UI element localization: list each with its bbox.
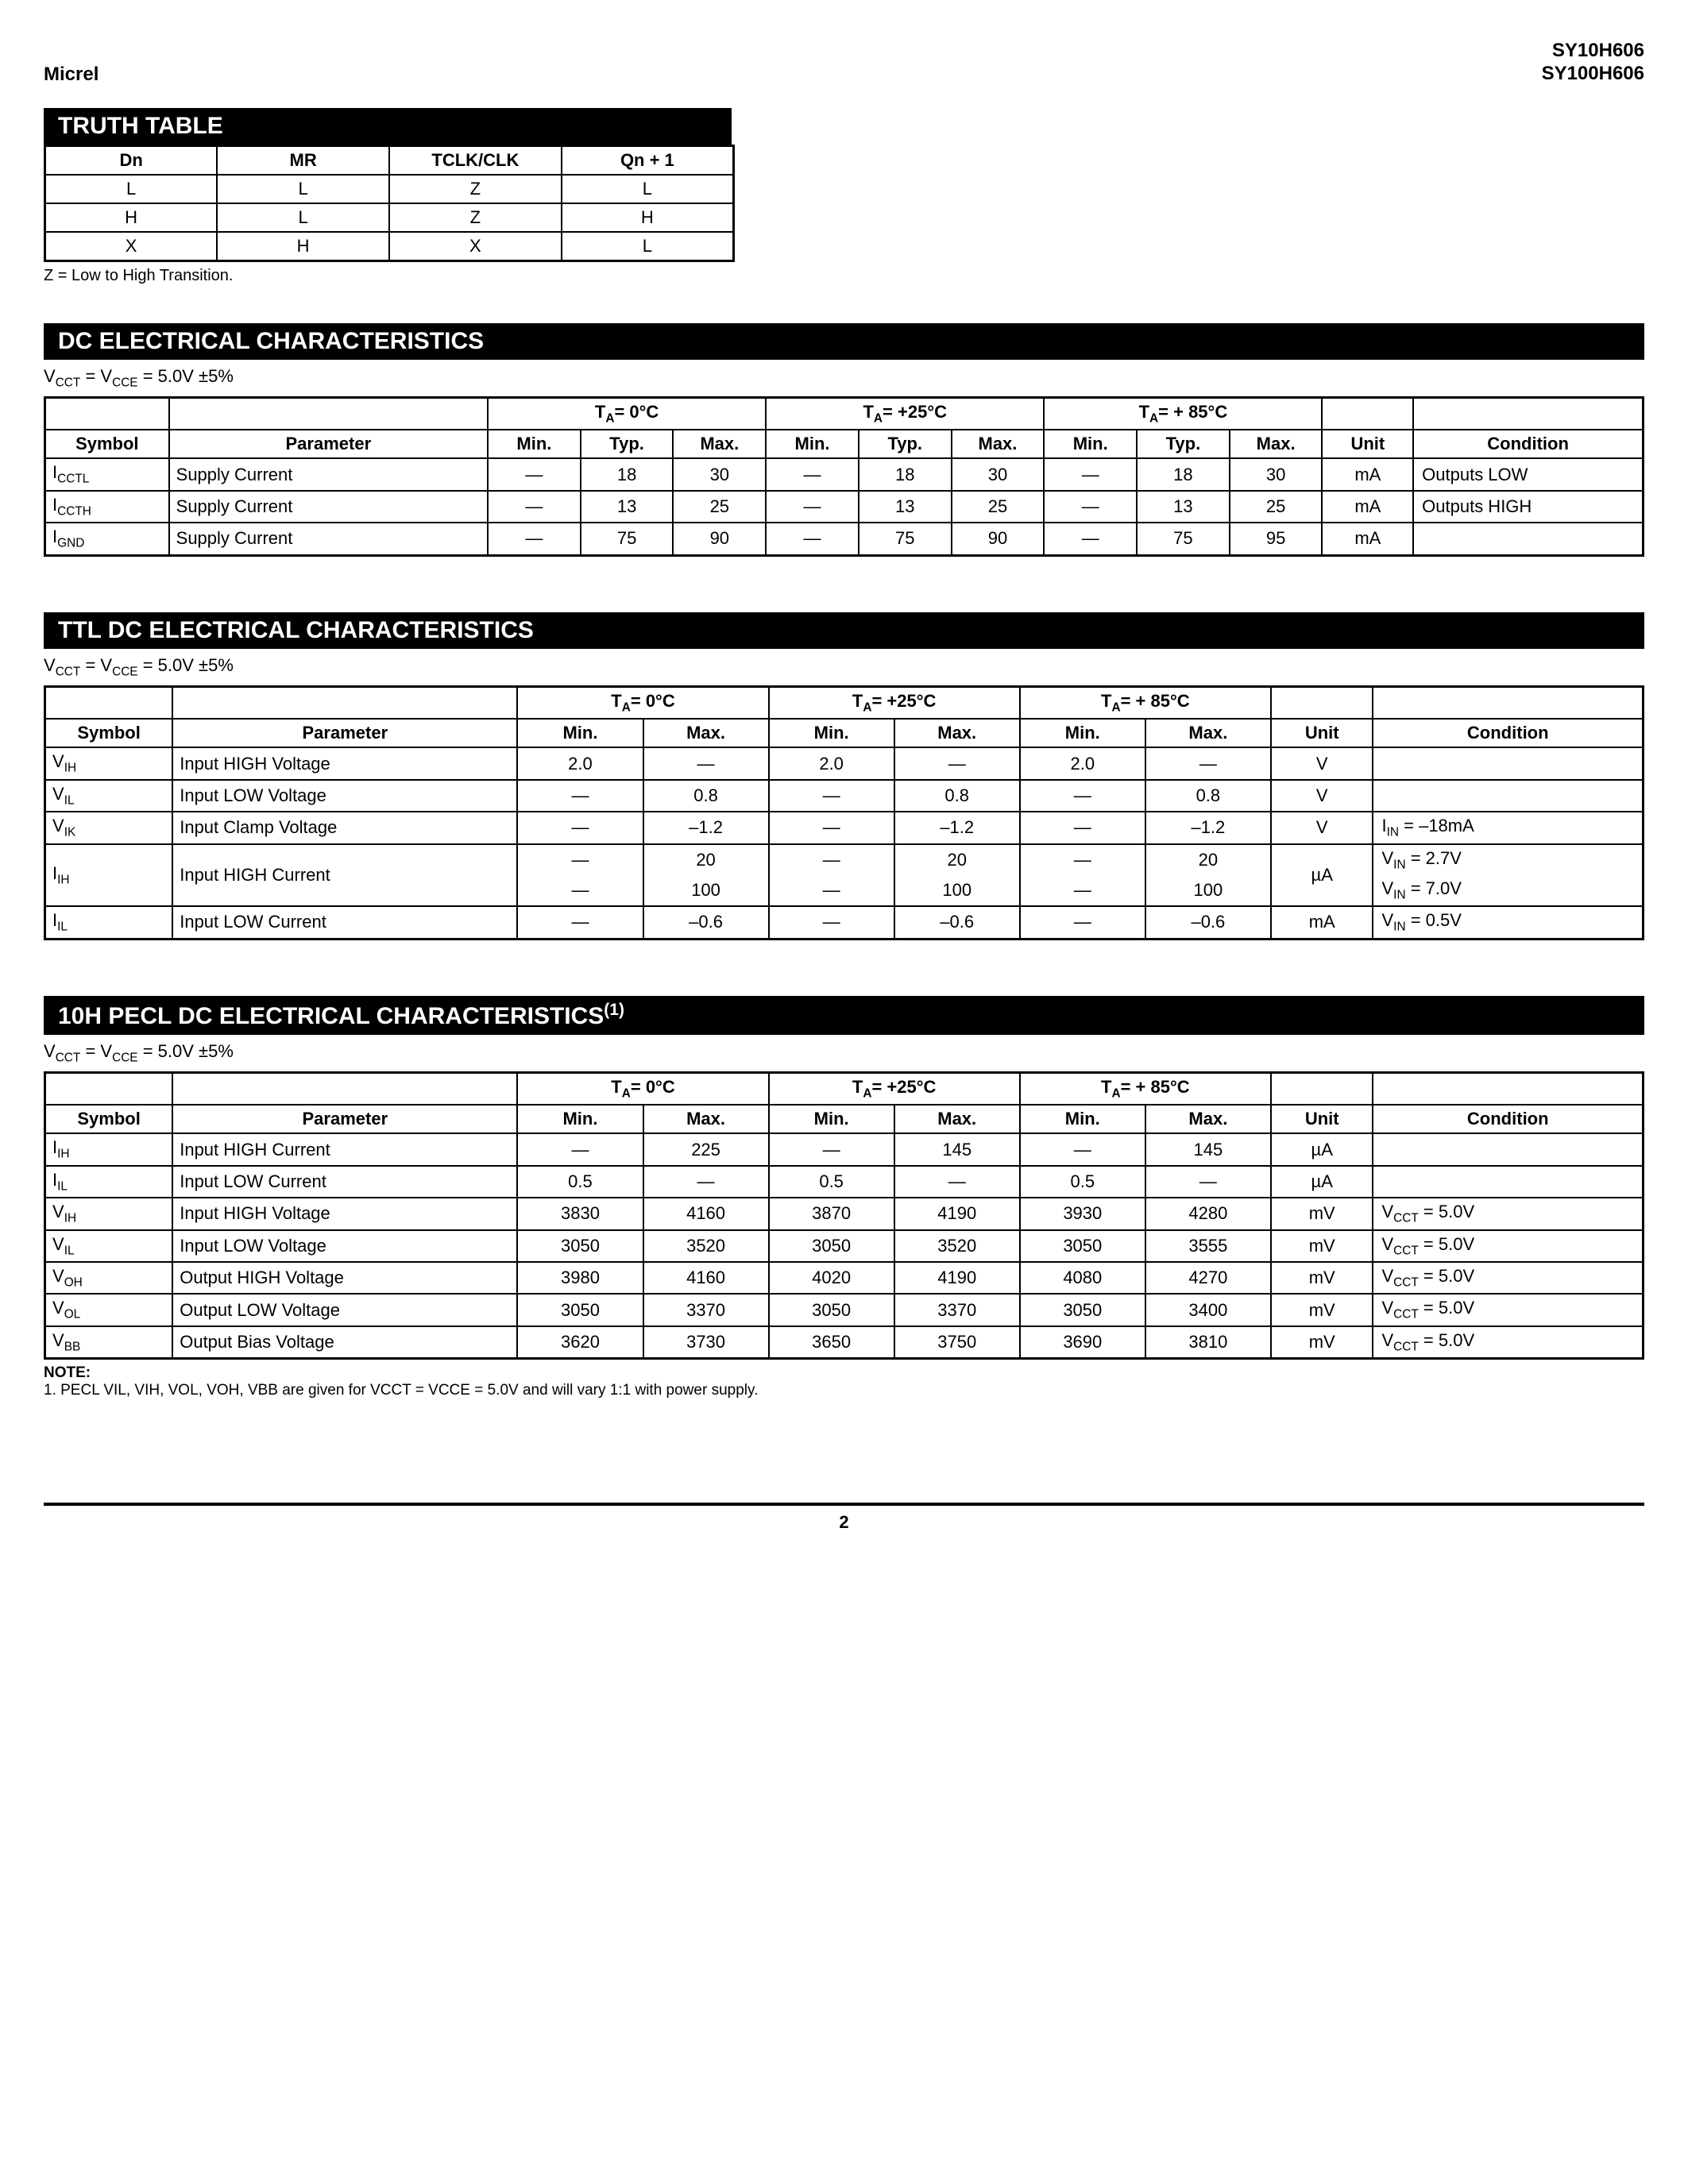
note-head: NOTE: [44, 1364, 91, 1381]
truth-cell: X [45, 232, 218, 261]
truth-cell: L [45, 175, 218, 203]
pecl-title-sup: (1) [604, 1001, 624, 1019]
page-footer: 2 [44, 1503, 1644, 1533]
table-row: XHXL [45, 232, 734, 261]
table-row: LLZL [45, 175, 734, 203]
table-row: VIHInput HIGH Voltage3830416038704190393… [45, 1198, 1644, 1229]
table-row: IILInput LOW Current0.5—0.5—0.5—µA [45, 1166, 1644, 1198]
truth-cell: Z [389, 175, 562, 203]
truth-table-col: MR [217, 145, 389, 175]
note-body: 1. PECL VIL, VIH, VOL, VOH, VBB are give… [44, 1382, 758, 1399]
pecl-note: NOTE: 1. PECL VIL, VIH, VOL, VOH, VBB ar… [44, 1364, 1644, 1399]
truth-cell: X [389, 232, 562, 261]
ttl-table: TA= 0°CTA= +25°CTA= + 85°CSymbolParamete… [44, 685, 1644, 940]
page-header: Micrel SY10H606 SY100H606 [44, 40, 1644, 86]
truth-table: DnMRTCLK/CLKQn + 1 LLZLHLZHXHXL [44, 145, 735, 262]
header-part2: SY100H606 [1542, 63, 1644, 86]
table-row: IILInput LOW Current—–0.6—–0.6—–0.6mAVIN… [45, 906, 1644, 939]
truth-cell: Z [389, 203, 562, 232]
table-row: IIHInput HIGH Current—20—20—20µAVIN = 2.… [45, 844, 1644, 875]
pecl-subline: VCCT = VCCE = 5.0V ±5% [44, 1041, 1644, 1065]
table-row: VOLOutput LOW Voltage3050337030503370305… [45, 1294, 1644, 1325]
dc-title: DC ELECTRICAL CHARACTERISTICS [44, 323, 1644, 360]
table-row: HLZH [45, 203, 734, 232]
dc-subline: VCCT = VCCE = 5.0V ±5% [44, 366, 1644, 390]
header-part1: SY10H606 [1542, 40, 1644, 63]
truth-table-col: Dn [45, 145, 218, 175]
pecl-table: TA= 0°CTA= +25°CTA= + 85°CSymbolParamete… [44, 1071, 1644, 1360]
page-number: 2 [839, 1512, 848, 1532]
truth-cell: H [217, 232, 389, 261]
truth-cell: L [562, 232, 734, 261]
truth-table-note: Z = Low to High Transition. [44, 267, 1644, 285]
table-row: IGNDSupply Current—7590—7590—7595mA [45, 523, 1644, 555]
header-company: Micrel [44, 64, 98, 86]
truth-cell: H [45, 203, 218, 232]
table-row: VIHInput HIGH Voltage2.0—2.0—2.0—V [45, 747, 1644, 779]
table-row: VILInput LOW Voltage30503520305035203050… [45, 1230, 1644, 1262]
truth-table-title: TRUTH TABLE [44, 108, 732, 145]
table-row: IIHInput HIGH Current—225—145—145µA [45, 1133, 1644, 1165]
table-row: VOHOutput HIGH Voltage398041604020419040… [45, 1262, 1644, 1294]
ttl-title: TTL DC ELECTRICAL CHARACTERISTICS [44, 612, 1644, 649]
table-row: VIKInput Clamp Voltage—–1.2—–1.2—–1.2VII… [45, 812, 1644, 843]
header-partnums: SY10H606 SY100H606 [1542, 40, 1644, 86]
table-row: ICCTHSupply Current—1325—1325—1325mAOutp… [45, 491, 1644, 523]
pecl-title: 10H PECL DC ELECTRICAL CHARACTERISTICS(1… [44, 996, 1644, 1035]
table-row: ICCTLSupply Current—1830—1830—1830mAOutp… [45, 458, 1644, 490]
ttl-subline: VCCT = VCCE = 5.0V ±5% [44, 655, 1644, 679]
dc-table: TA= 0°CTA= +25°CTA= + 85°CSymbolParamete… [44, 396, 1644, 557]
table-row: VBBOutput Bias Voltage362037303650375036… [45, 1326, 1644, 1359]
truth-cell: L [217, 175, 389, 203]
truth-table-col: Qn + 1 [562, 145, 734, 175]
truth-cell: L [217, 203, 389, 232]
truth-table-col: TCLK/CLK [389, 145, 562, 175]
truth-cell: L [562, 175, 734, 203]
truth-cell: H [562, 203, 734, 232]
table-row: VILInput LOW Voltage—0.8—0.8—0.8V [45, 780, 1644, 812]
pecl-title-text: 10H PECL DC ELECTRICAL CHARACTERISTICS [58, 1003, 604, 1029]
